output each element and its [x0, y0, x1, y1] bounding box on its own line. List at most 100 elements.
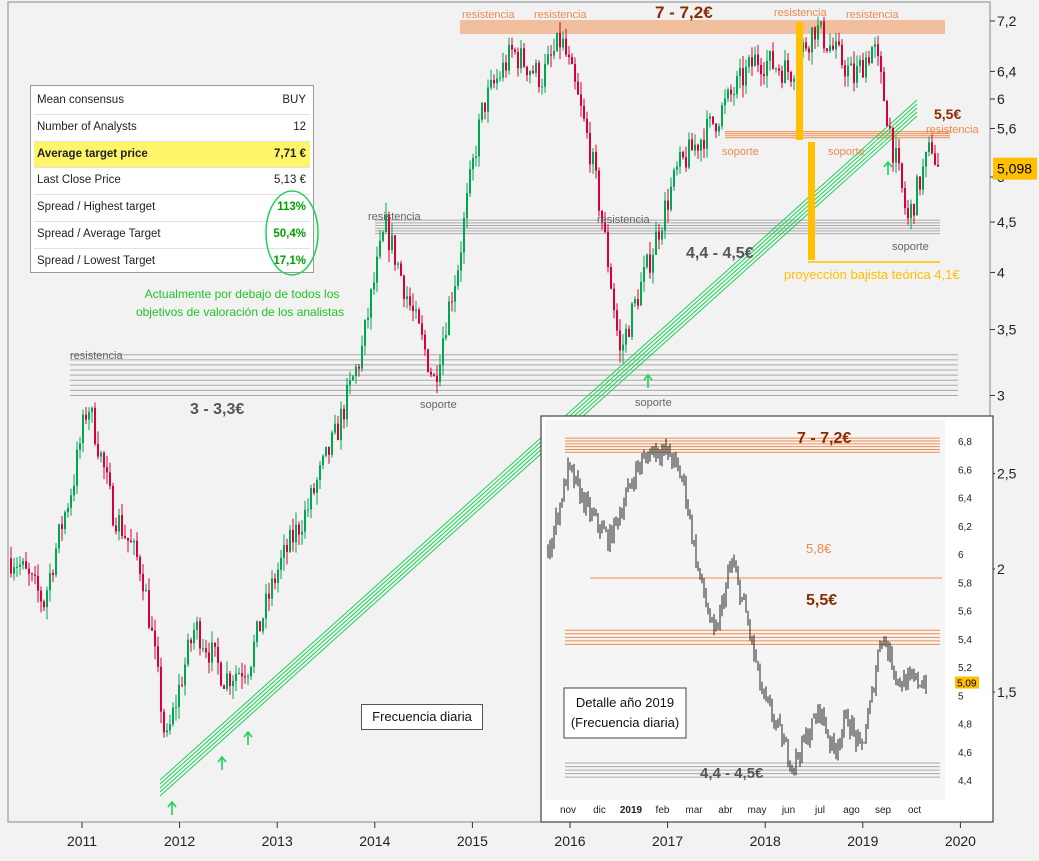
candle-body	[778, 68, 780, 71]
row-label: Number of Analysts	[37, 120, 137, 133]
candle-body	[160, 666, 162, 712]
y-tick-label: 2,5	[997, 465, 1017, 481]
candle-body	[79, 443, 81, 450]
candle-body	[169, 724, 171, 731]
last-price-label: 5,098	[997, 161, 1032, 177]
candle-body	[607, 232, 609, 268]
candle-body	[448, 301, 450, 336]
candle-body	[847, 65, 849, 77]
candle-body	[925, 152, 927, 167]
candle-body	[127, 537, 129, 541]
candle-body	[472, 157, 474, 170]
candle-body	[37, 575, 39, 591]
candle-body	[850, 63, 852, 66]
candle-body	[550, 54, 552, 56]
candle-body	[52, 572, 54, 575]
inset-x-tick-label: feb	[656, 805, 670, 816]
candle-body	[103, 452, 105, 468]
row-value: BUY	[282, 94, 306, 106]
candle-body	[724, 98, 726, 106]
candle-body	[13, 567, 15, 574]
candle-body	[229, 673, 231, 686]
candle-body	[652, 254, 654, 273]
frequency-label: Frecuencia diaria	[361, 704, 483, 730]
candle-body	[898, 148, 900, 164]
candle-body	[646, 254, 648, 267]
candle-body	[256, 621, 258, 642]
candle-body	[241, 672, 243, 677]
consensus-row: Last Close Price 5,13 €	[34, 168, 310, 196]
x-tick-label: 2019	[847, 833, 878, 849]
candle-body	[514, 49, 516, 52]
y-tick-label: 5,6	[997, 121, 1017, 137]
y-tick-label: 2	[997, 561, 1005, 577]
candle-body	[571, 57, 573, 65]
candle-body	[922, 166, 924, 190]
inset-level-label-58: 5,8€	[806, 541, 832, 556]
candle-body	[535, 62, 537, 74]
trend-channel-line	[159, 115, 918, 797]
row-value: 12	[293, 120, 306, 133]
candle-body	[85, 414, 87, 420]
candle-body	[628, 328, 630, 337]
candle-body	[226, 673, 228, 689]
zone-label-33: 3 - 3,3€	[190, 401, 244, 418]
candle-body	[244, 676, 246, 678]
candle-body	[874, 44, 876, 48]
candle-body	[595, 151, 597, 171]
candle-body	[412, 305, 414, 312]
candle-body	[421, 323, 423, 335]
candle-body	[25, 561, 27, 569]
candle-body	[43, 601, 45, 608]
candle-body	[475, 156, 477, 158]
candle-body	[586, 118, 588, 133]
candle-body	[547, 54, 549, 64]
inset-y-tick-label: 5,4	[958, 635, 972, 646]
candle-body	[820, 21, 822, 26]
resistance-label: resistencia	[597, 214, 650, 226]
consensus-row: Spread / Average Target 50,4%	[34, 222, 310, 249]
inset-y-tick-label: 4,8	[958, 720, 972, 731]
inset-y-tick-label: 5	[958, 691, 964, 702]
candle-body	[517, 51, 519, 69]
candle-body	[625, 328, 627, 345]
candle-body	[664, 200, 666, 231]
candle-body	[736, 76, 738, 94]
candle-body	[193, 629, 195, 644]
candle-body	[298, 524, 300, 535]
candle-body	[151, 627, 153, 631]
candle-body	[130, 540, 132, 543]
candle-body	[493, 80, 495, 84]
trend-channel-line	[159, 99, 918, 781]
candle-body	[715, 123, 717, 132]
candle-body	[631, 303, 633, 337]
candle-body	[16, 566, 18, 568]
candle-body	[865, 57, 867, 78]
candle-body	[478, 119, 480, 157]
candle-body	[784, 60, 786, 83]
candle-body	[205, 648, 207, 653]
candle-body	[403, 275, 405, 299]
inset-x-tick-label: sep	[875, 805, 892, 816]
candle-body	[121, 514, 123, 537]
candle-body	[523, 48, 525, 67]
y-tick-label: 3	[997, 387, 1005, 403]
candle-body	[733, 93, 735, 95]
candle-body	[253, 641, 255, 667]
consensus-row: Number of Analysts 12	[34, 115, 310, 142]
candle-body	[622, 344, 624, 351]
candle-body	[904, 188, 906, 209]
candle-body	[487, 87, 489, 112]
candle-body	[544, 63, 546, 87]
candle-body	[610, 267, 612, 289]
candle-body	[400, 263, 402, 276]
candle-body	[427, 349, 429, 372]
candle-body	[424, 334, 426, 350]
y-tick-label: 1,5	[997, 684, 1017, 700]
candle-body	[265, 593, 267, 619]
candle-body	[817, 25, 819, 40]
drop-bar-lower	[808, 142, 815, 260]
candle-body	[574, 64, 576, 82]
candle-body	[670, 186, 672, 210]
candle-body	[451, 301, 453, 303]
